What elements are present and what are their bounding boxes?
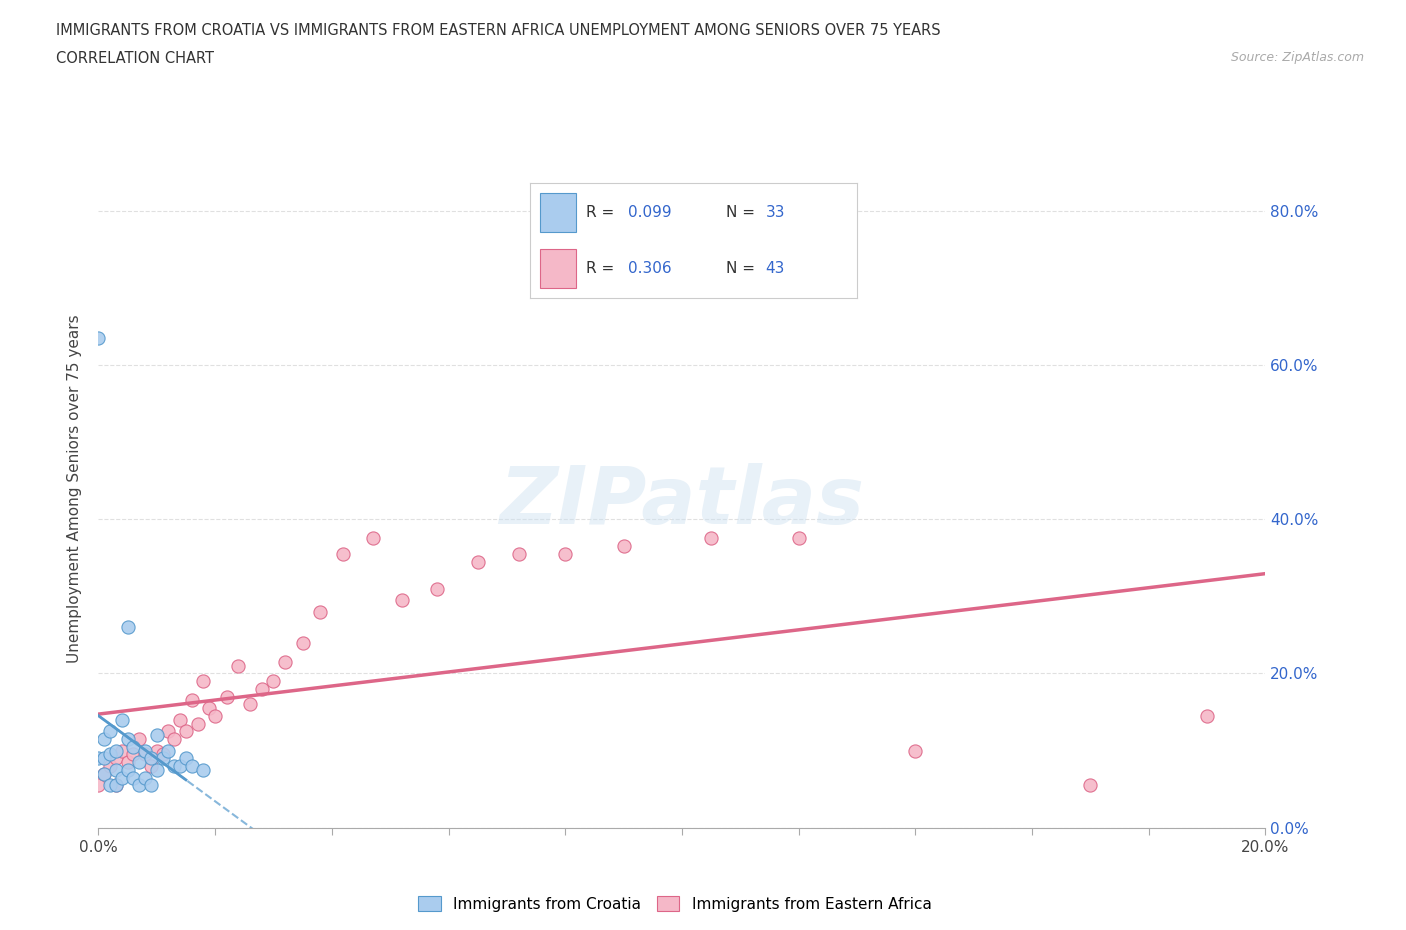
Point bbox=[169, 712, 191, 727]
Point bbox=[87, 777, 110, 792]
Point bbox=[152, 751, 174, 765]
Point bbox=[122, 739, 145, 754]
Point bbox=[104, 763, 127, 777]
Point bbox=[193, 763, 215, 777]
Point bbox=[332, 547, 354, 562]
Point bbox=[174, 724, 197, 738]
Point bbox=[98, 777, 121, 792]
Point bbox=[700, 531, 723, 546]
Point bbox=[117, 763, 139, 777]
Text: Source: ZipAtlas.com: Source: ZipAtlas.com bbox=[1230, 51, 1364, 64]
Point bbox=[104, 777, 127, 792]
Point bbox=[250, 682, 273, 697]
Point bbox=[111, 712, 134, 727]
Point bbox=[554, 547, 576, 562]
Point bbox=[117, 732, 139, 747]
Point bbox=[787, 531, 810, 546]
Point bbox=[508, 547, 530, 562]
Point bbox=[117, 619, 139, 634]
Point bbox=[152, 747, 174, 762]
Point bbox=[104, 777, 127, 792]
Point bbox=[174, 751, 197, 765]
Text: IMMIGRANTS FROM CROATIA VS IMMIGRANTS FROM EASTERN AFRICA UNEMPLOYMENT AMONG SEN: IMMIGRANTS FROM CROATIA VS IMMIGRANTS FR… bbox=[56, 23, 941, 38]
Point bbox=[193, 673, 215, 688]
Point bbox=[134, 747, 156, 762]
Point bbox=[187, 716, 209, 731]
Text: CORRELATION CHART: CORRELATION CHART bbox=[56, 51, 214, 66]
Point bbox=[291, 635, 314, 650]
Point bbox=[111, 770, 134, 785]
Point bbox=[122, 770, 145, 785]
Legend: Immigrants from Croatia, Immigrants from Eastern Africa: Immigrants from Croatia, Immigrants from… bbox=[412, 889, 938, 918]
Point bbox=[426, 581, 449, 596]
Point bbox=[134, 743, 156, 758]
Point bbox=[391, 592, 413, 607]
Point bbox=[139, 759, 162, 774]
Point bbox=[122, 747, 145, 762]
Point bbox=[87, 751, 110, 765]
Point bbox=[146, 763, 169, 777]
Point bbox=[612, 538, 634, 553]
Point bbox=[117, 754, 139, 769]
Point bbox=[146, 727, 169, 742]
Point bbox=[169, 759, 191, 774]
Point bbox=[139, 751, 162, 765]
Point bbox=[198, 700, 221, 715]
Point bbox=[262, 673, 284, 688]
Point bbox=[128, 732, 150, 747]
Point bbox=[104, 751, 127, 765]
Point bbox=[157, 724, 180, 738]
Point bbox=[239, 697, 262, 711]
Point bbox=[93, 751, 115, 765]
Point bbox=[93, 732, 115, 747]
Point bbox=[163, 732, 186, 747]
Point bbox=[87, 330, 110, 345]
Point bbox=[98, 747, 121, 762]
Point bbox=[128, 777, 150, 792]
Point bbox=[111, 743, 134, 758]
Point bbox=[163, 759, 186, 774]
Point bbox=[361, 531, 384, 546]
Point bbox=[93, 766, 115, 781]
Point bbox=[309, 604, 332, 619]
Point bbox=[1195, 709, 1218, 724]
Point bbox=[98, 724, 121, 738]
Point bbox=[904, 743, 927, 758]
Point bbox=[128, 754, 150, 769]
Point bbox=[146, 743, 169, 758]
Text: ZIPatlas: ZIPatlas bbox=[499, 463, 865, 541]
Point bbox=[215, 689, 238, 704]
Point bbox=[134, 770, 156, 785]
Point bbox=[98, 759, 121, 774]
Point bbox=[228, 658, 250, 673]
Point bbox=[204, 709, 226, 724]
Point bbox=[104, 743, 127, 758]
Point bbox=[467, 554, 489, 569]
Point bbox=[180, 693, 202, 708]
Point bbox=[1080, 777, 1102, 792]
Point bbox=[157, 743, 180, 758]
Point bbox=[180, 759, 202, 774]
Point bbox=[139, 777, 162, 792]
Y-axis label: Unemployment Among Seniors over 75 years: Unemployment Among Seniors over 75 years bbox=[67, 314, 83, 662]
Point bbox=[274, 655, 297, 670]
Point bbox=[93, 766, 115, 781]
